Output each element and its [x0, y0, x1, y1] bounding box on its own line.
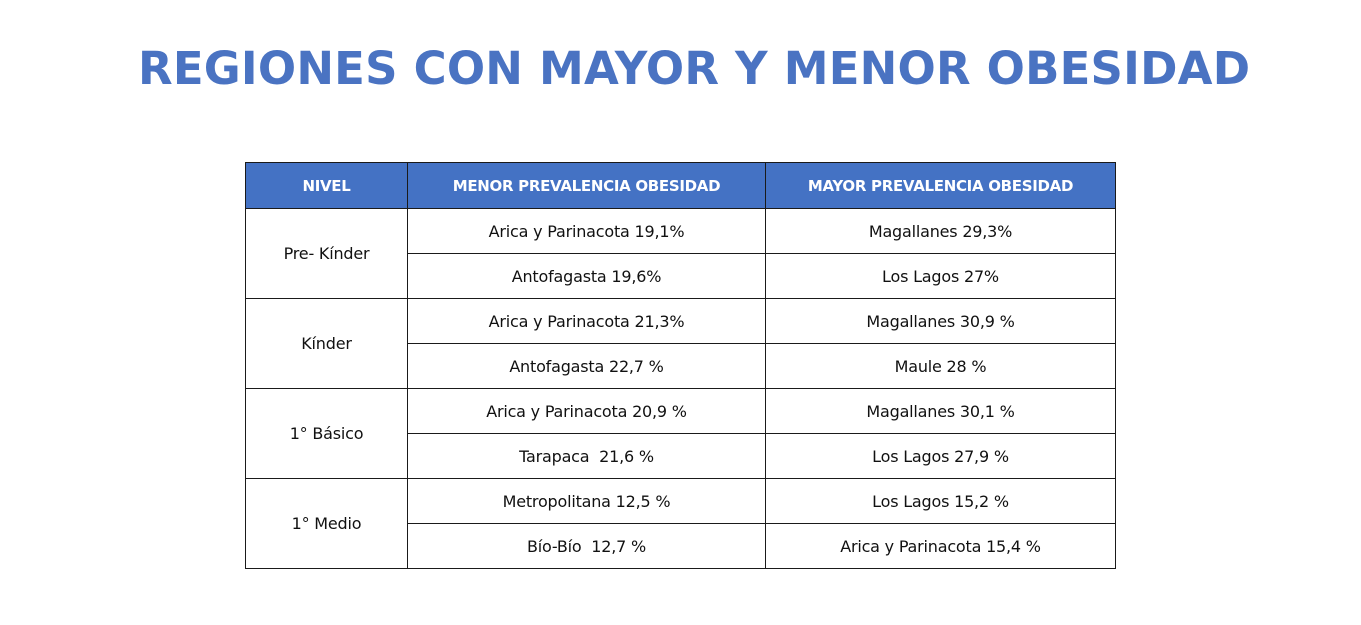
table-row: 1° Medio Metropolitana 12,5 % Los Lagos …	[245, 478, 1116, 569]
header-menor-prevalencia: MENOR PREVALENCIA OBESIDAD	[407, 162, 766, 209]
menor-cell: Arica y Parinacota 19,1%	[407, 208, 766, 254]
obesity-table: NIVEL MENOR PREVALENCIA OBESIDAD MAYOR P…	[245, 162, 1116, 569]
mayor-cell: Los Lagos 27%	[765, 253, 1116, 299]
menor-cell: Tarapaca 21,6 %	[407, 433, 766, 479]
table-header-row: NIVEL MENOR PREVALENCIA OBESIDAD MAYOR P…	[245, 162, 1116, 209]
nivel-cell: 1° Básico	[245, 388, 408, 479]
mayor-cell: Maule 28 %	[765, 343, 1116, 389]
mayor-cell: Magallanes 30,1 %	[765, 388, 1116, 434]
mayor-cell: Arica y Parinacota 15,4 %	[765, 523, 1116, 569]
table-row: 1° Básico Arica y Parinacota 20,9 % Maga…	[245, 388, 1116, 479]
table-row: Antofagasta 19,6% Los Lagos 27%	[246, 253, 1116, 299]
slide-title: REGIONES CON MAYOR Y MENOR OBESIDAD	[138, 42, 1251, 95]
mayor-cell: Los Lagos 27,9 %	[765, 433, 1116, 479]
menor-cell: Bío-Bío 12,7 %	[407, 523, 766, 569]
header-mayor-prevalencia: MAYOR PREVALENCIA OBESIDAD	[765, 162, 1116, 209]
mayor-cell: Los Lagos 15,2 %	[765, 478, 1116, 524]
mayor-cell: Magallanes 30,9 %	[765, 298, 1116, 344]
menor-cell: Antofagasta 19,6%	[407, 253, 766, 299]
header-nivel: NIVEL	[245, 162, 408, 209]
nivel-cell: 1° Medio	[245, 478, 408, 569]
table-row: Tarapaca 21,6 % Los Lagos 27,9 %	[246, 433, 1116, 479]
nivel-cell: Pre- Kínder	[245, 208, 408, 299]
table-row: Pre- Kínder Arica y Parinacota 19,1% Mag…	[245, 208, 1116, 299]
menor-cell: Antofagasta 22,7 %	[407, 343, 766, 389]
mayor-cell: Magallanes 29,3%	[765, 208, 1116, 254]
menor-cell: Metropolitana 12,5 %	[407, 478, 766, 524]
table-row: Kínder Arica y Parinacota 21,3% Magallan…	[245, 298, 1116, 389]
table-row: Antofagasta 22,7 % Maule 28 %	[246, 343, 1116, 389]
menor-cell: Arica y Parinacota 20,9 %	[407, 388, 766, 434]
nivel-cell: Kínder	[245, 298, 408, 389]
table-row: Bío-Bío 12,7 % Arica y Parinacota 15,4 %	[246, 523, 1116, 569]
menor-cell: Arica y Parinacota 21,3%	[407, 298, 766, 344]
